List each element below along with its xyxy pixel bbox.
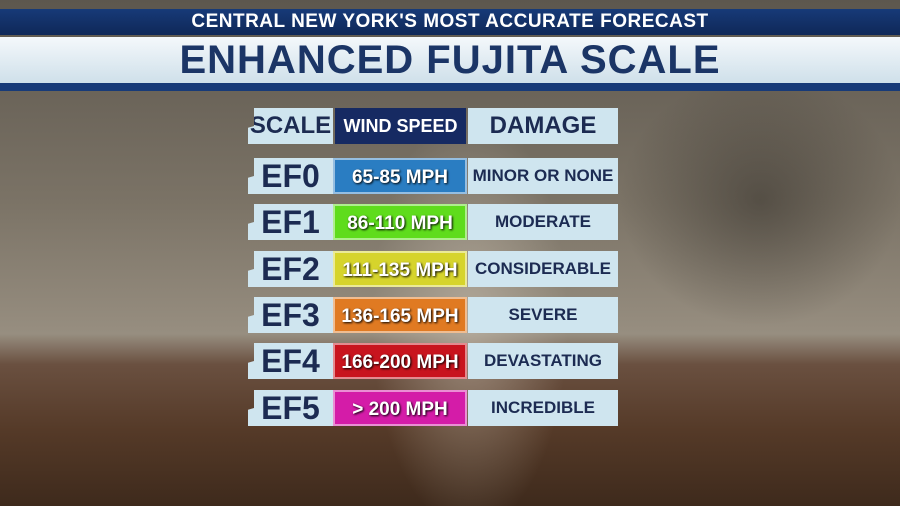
damage: DEVASTATING: [468, 343, 618, 379]
wind-speed: 136-165 MPH: [333, 297, 467, 333]
damage: MODERATE: [468, 204, 618, 240]
damage: MINOR OR NONE: [468, 158, 618, 194]
damage: CONSIDERABLE: [468, 251, 618, 287]
scale-level: EF1: [248, 204, 333, 240]
scale-level: EF0: [248, 158, 333, 194]
wind-speed: 166-200 MPH: [333, 343, 467, 379]
wind-speed: 86-110 MPH: [333, 204, 467, 240]
column-header: SCALE: [248, 108, 333, 144]
damage: INCREDIBLE: [468, 390, 618, 426]
title: ENHANCED FUJITA SCALE: [0, 37, 900, 91]
scale-level: EF4: [248, 343, 333, 379]
wind-speed: > 200 MPH: [333, 390, 467, 426]
scale-level: EF5: [248, 390, 333, 426]
damage: SEVERE: [468, 297, 618, 333]
scale-level: EF2: [248, 251, 333, 287]
column-header: WIND SPEED: [335, 108, 466, 144]
scale-level: EF3: [248, 297, 333, 333]
column-header: DAMAGE: [468, 108, 618, 144]
tagline: CENTRAL NEW YORK'S MOST ACCURATE FORECAS…: [0, 9, 900, 35]
wind-speed: 65-85 MPH: [333, 158, 467, 194]
wind-speed: 111-135 MPH: [333, 251, 467, 287]
